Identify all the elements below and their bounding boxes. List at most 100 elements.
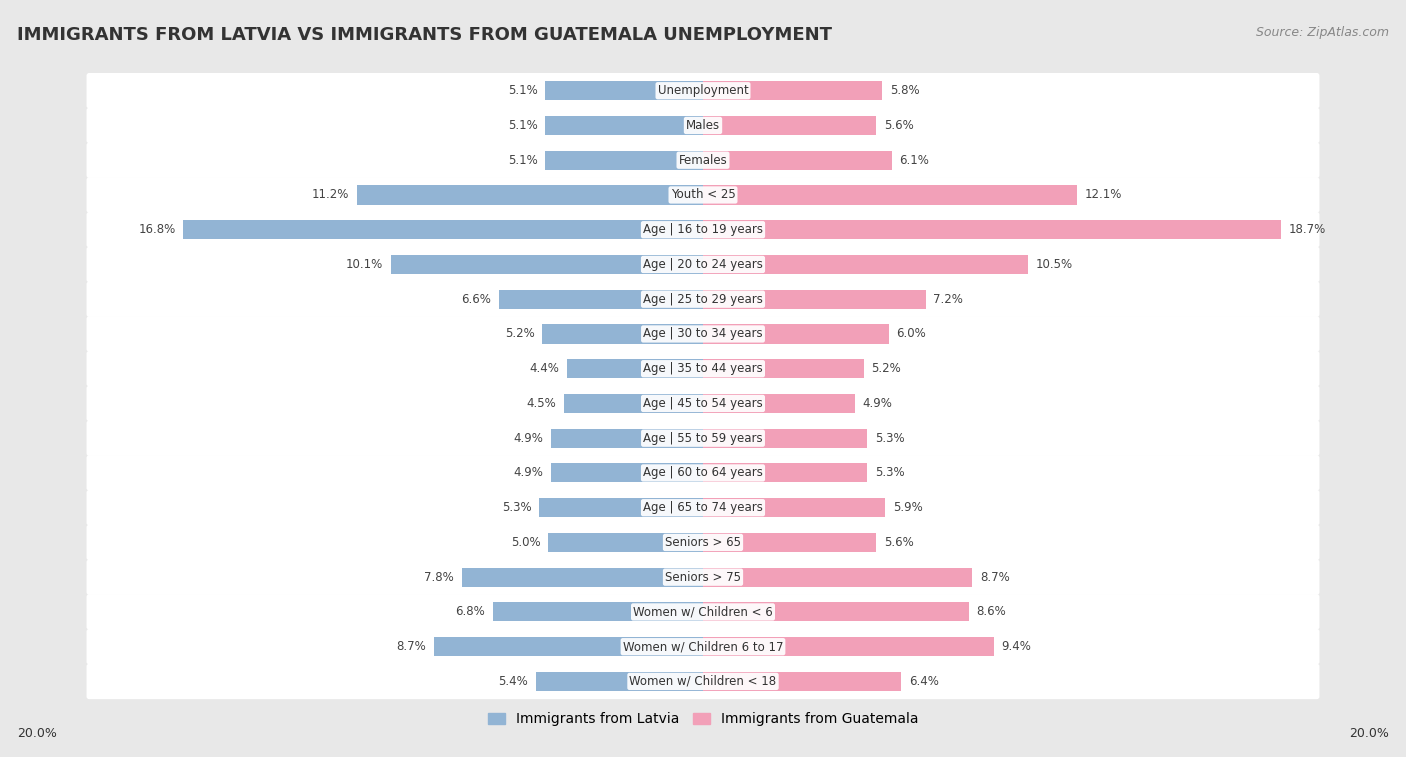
FancyBboxPatch shape [87, 629, 1319, 665]
Text: 5.2%: 5.2% [505, 328, 534, 341]
FancyBboxPatch shape [87, 73, 1319, 108]
Bar [551, 463, 703, 482]
Bar [703, 325, 889, 344]
Bar [492, 603, 703, 621]
Text: 5.9%: 5.9% [893, 501, 922, 514]
Text: 5.6%: 5.6% [884, 119, 914, 132]
Text: Women w/ Children < 6: Women w/ Children < 6 [633, 606, 773, 618]
Text: Seniors > 75: Seniors > 75 [665, 571, 741, 584]
Text: Females: Females [679, 154, 727, 167]
FancyBboxPatch shape [87, 525, 1319, 560]
Text: 10.1%: 10.1% [346, 258, 382, 271]
Text: 5.1%: 5.1% [508, 119, 537, 132]
Text: 4.4%: 4.4% [529, 362, 560, 375]
Text: Women w/ Children 6 to 17: Women w/ Children 6 to 17 [623, 640, 783, 653]
Text: 5.8%: 5.8% [890, 84, 920, 97]
Bar [546, 151, 703, 170]
Text: Seniors > 65: Seniors > 65 [665, 536, 741, 549]
Bar [357, 185, 703, 204]
Text: Youth < 25: Youth < 25 [671, 188, 735, 201]
Bar [703, 603, 969, 621]
FancyBboxPatch shape [87, 351, 1319, 386]
FancyBboxPatch shape [87, 420, 1319, 456]
Text: 20.0%: 20.0% [17, 727, 56, 740]
Text: Age | 60 to 64 years: Age | 60 to 64 years [643, 466, 763, 479]
FancyBboxPatch shape [87, 490, 1319, 525]
Text: 16.8%: 16.8% [138, 223, 176, 236]
FancyBboxPatch shape [87, 212, 1319, 248]
FancyBboxPatch shape [87, 664, 1319, 699]
Text: Unemployment: Unemployment [658, 84, 748, 97]
Bar [703, 394, 855, 413]
Bar [703, 81, 883, 100]
Bar [391, 255, 703, 274]
Bar [703, 428, 868, 447]
Text: 5.4%: 5.4% [499, 675, 529, 688]
Text: 6.0%: 6.0% [897, 328, 927, 341]
Text: 5.1%: 5.1% [508, 154, 537, 167]
Text: 6.1%: 6.1% [900, 154, 929, 167]
Bar [703, 568, 972, 587]
Bar [703, 359, 863, 378]
Text: 8.6%: 8.6% [977, 606, 1007, 618]
Bar [703, 290, 925, 309]
Text: 5.2%: 5.2% [872, 362, 901, 375]
Bar [567, 359, 703, 378]
Text: Women w/ Children < 18: Women w/ Children < 18 [630, 675, 776, 688]
Text: 12.1%: 12.1% [1085, 188, 1122, 201]
Text: 5.3%: 5.3% [502, 501, 531, 514]
Text: Source: ZipAtlas.com: Source: ZipAtlas.com [1256, 26, 1389, 39]
Text: 5.1%: 5.1% [508, 84, 537, 97]
Bar [548, 533, 703, 552]
Text: 6.4%: 6.4% [908, 675, 939, 688]
Bar [703, 498, 886, 517]
Bar [703, 463, 868, 482]
Text: 8.7%: 8.7% [980, 571, 1010, 584]
Bar [499, 290, 703, 309]
Bar [546, 81, 703, 100]
FancyBboxPatch shape [87, 594, 1319, 630]
Text: 8.7%: 8.7% [396, 640, 426, 653]
Bar [461, 568, 703, 587]
Text: 9.4%: 9.4% [1001, 640, 1032, 653]
Bar [536, 672, 703, 691]
Text: Age | 65 to 74 years: Age | 65 to 74 years [643, 501, 763, 514]
FancyBboxPatch shape [87, 177, 1319, 213]
Text: 11.2%: 11.2% [312, 188, 349, 201]
Bar [434, 637, 703, 656]
Text: Age | 35 to 44 years: Age | 35 to 44 years [643, 362, 763, 375]
Bar [703, 637, 994, 656]
FancyBboxPatch shape [87, 455, 1319, 491]
Text: Males: Males [686, 119, 720, 132]
Text: 4.9%: 4.9% [513, 466, 544, 479]
Bar [703, 255, 1028, 274]
Text: 7.8%: 7.8% [425, 571, 454, 584]
Text: 4.9%: 4.9% [513, 431, 544, 444]
Text: Age | 55 to 59 years: Age | 55 to 59 years [643, 431, 763, 444]
Text: 6.6%: 6.6% [461, 293, 491, 306]
Bar [703, 151, 891, 170]
Text: 4.9%: 4.9% [862, 397, 893, 410]
Text: 4.5%: 4.5% [526, 397, 557, 410]
Bar [546, 116, 703, 135]
Bar [703, 220, 1281, 239]
Text: 5.6%: 5.6% [884, 536, 914, 549]
FancyBboxPatch shape [87, 316, 1319, 352]
Text: 5.3%: 5.3% [875, 431, 904, 444]
FancyBboxPatch shape [87, 247, 1319, 282]
FancyBboxPatch shape [87, 386, 1319, 421]
Bar [703, 672, 901, 691]
Bar [703, 533, 876, 552]
Text: 20.0%: 20.0% [1350, 727, 1389, 740]
Bar [183, 220, 703, 239]
Bar [538, 498, 703, 517]
Text: 5.0%: 5.0% [510, 536, 540, 549]
Bar [703, 185, 1077, 204]
FancyBboxPatch shape [87, 142, 1319, 178]
Text: Age | 16 to 19 years: Age | 16 to 19 years [643, 223, 763, 236]
Text: IMMIGRANTS FROM LATVIA VS IMMIGRANTS FROM GUATEMALA UNEMPLOYMENT: IMMIGRANTS FROM LATVIA VS IMMIGRANTS FRO… [17, 26, 832, 45]
FancyBboxPatch shape [87, 107, 1319, 143]
Text: Age | 45 to 54 years: Age | 45 to 54 years [643, 397, 763, 410]
Text: 5.3%: 5.3% [875, 466, 904, 479]
Text: 7.2%: 7.2% [934, 293, 963, 306]
